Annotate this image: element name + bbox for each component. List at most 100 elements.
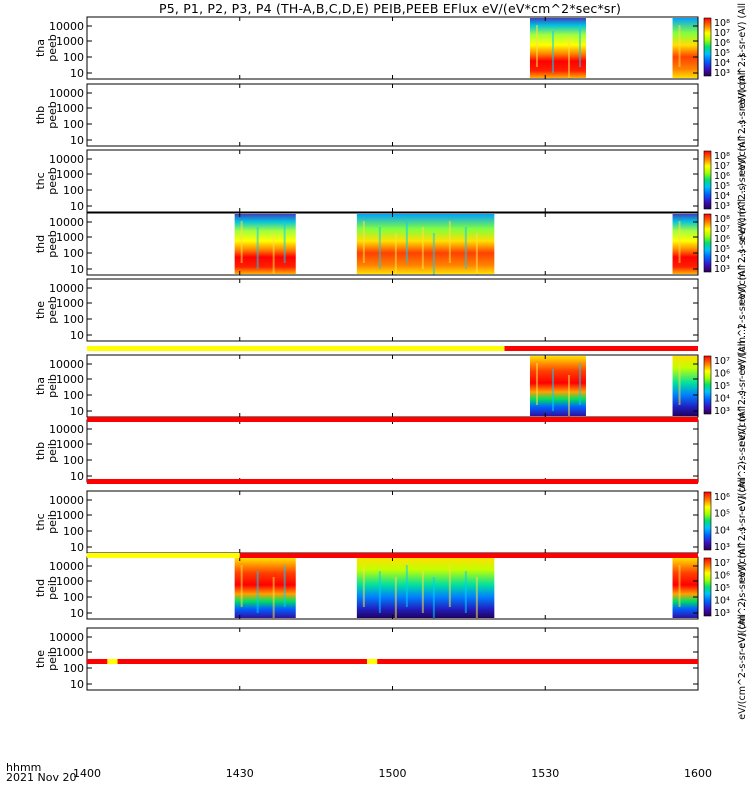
panel-frame [86,16,699,80]
colorbar-tick-label: 10⁴ [714,254,730,265]
y-tick-label: 10 [70,134,84,147]
x-tick-label: 1400 [73,767,101,780]
spectrogram-stripe [475,233,478,275]
y-tick-label: 100 [63,118,84,131]
y-tick-label: 10 [70,200,84,213]
y-tick-label: 10000 [49,631,84,644]
colorbar-tick-label: 10⁴ [714,394,730,405]
spectrogram-block [356,558,495,618]
colorbar [703,213,712,273]
spectrogram-block [672,558,698,618]
spectrogram-stripe [362,221,365,263]
y-axis-label-species: peeb [46,296,59,324]
y-tick-label: 100 [63,389,84,402]
spectrogram-stripe [283,221,286,263]
colorbar [703,355,712,415]
y-axis-label-species: peeb [46,101,59,129]
spectrogram-stripe [535,25,538,67]
y-tick-label: 10000 [49,560,84,573]
spectrogram-block [356,214,495,274]
y-tick-label: 1000 [56,297,84,310]
y-tick-label: 10000 [49,494,84,507]
y-tick-label: 1000 [56,438,84,451]
spectrogram-block [529,356,586,416]
panel-frame [86,278,699,342]
spectrogram-stripe [678,363,681,405]
plot-title: P5, P1, P2, P3, P4 (TH-A,B,C,D,E) PEIB,P… [158,1,622,16]
spectrogram-block [234,558,296,618]
y-axis-label: thepeib [34,647,59,671]
mode-bar-segment [87,417,698,422]
colorbar-tick-label: 10⁴ [714,191,730,202]
colorbar-tick-label: 10⁷ [714,356,730,367]
spectrogram-block [672,214,698,274]
colorbar-label: eV/(cm^2-s-sr-eV) (All ...) [737,390,748,512]
spectrogram-stripe [678,565,681,607]
colorbar-tick-label: 10⁶ [714,571,730,582]
y-tick-label: 100 [63,247,84,260]
spectrogram-block [234,214,296,274]
mode-bar-segment [117,659,368,664]
y-axis-label-species: peeb [46,230,59,258]
x-tick-label: 1600 [684,767,712,780]
panel-frame [86,354,699,418]
spectrogram-stripe [578,25,581,67]
spectrogram-stripe [283,565,286,607]
mode-bar-segment [87,479,698,484]
y-tick-label: 1000 [56,373,84,386]
y-axis-label-species: peib [46,510,59,534]
spectrogram-stripe [578,363,581,405]
spectrogram-stripe [678,25,681,67]
y-axis-label-probe: thb [34,106,47,124]
colorbar-label: eV/(cm^2-s-sr-eV) (All ...) [737,325,748,447]
colorbar-tick-label: 10⁶ [714,369,730,380]
x-tick-label: 1500 [379,767,407,780]
colorbar-label: eV/(cm^2-s-sr-eV) (All ...) [737,183,748,305]
spectrogram-stripe [394,577,397,619]
spectrogram-stripe [464,227,467,269]
y-axis-label-species: peeb [46,167,59,195]
panel-thb-peeb: 10000 1000 100 10 thbpeeb eV/(cm^2-s-sr-eV) (… [34,54,748,176]
spectrogram-stripe [567,375,570,417]
colorbar-label: eV/(cm^2-s-sr-eV) (All ...) [737,461,748,583]
mode-bar-segment [87,553,240,558]
colorbar-tick-label: 10⁴ [714,596,730,607]
spectrogram-stripe [567,37,570,79]
spectrogram-stripe [256,571,259,613]
y-axis-label: thcpeib [34,510,59,534]
y-tick-label: 1000 [56,102,84,115]
y-tick-label: 10 [70,678,84,691]
x-tick-label: 1430 [226,767,254,780]
colorbar-tick-label: 10⁸ [714,214,730,225]
spectrogram-stripe [432,577,435,619]
y-tick-label: 10000 [49,153,84,166]
spectrogram-stripe [432,233,435,275]
y-axis-label-species: peib [46,576,59,600]
mode-bar-segment [107,659,118,664]
colorbar [703,150,712,210]
spectrogram-block [672,18,698,78]
colorbar-tick-label: 10⁶ [714,234,730,245]
mode-bar-segment [87,346,505,351]
colorbar-label: eV/(cm^2-s-sr-eV) (All ...) [737,54,748,176]
spectrogram-stripe [448,565,451,607]
colorbar-label: eV/(cm^2-s-sr-eV) (All ...) [737,120,748,242]
spectrogram-stripe [240,565,243,607]
colorbar [703,557,712,617]
colorbar-tick-label: 10³ [714,264,730,275]
y-axis-label-probe: thd [34,235,47,253]
colorbar-label: eV/(cm^2-s-sr-eV) (All ...) [737,527,748,649]
colorbar-tick-label: 10⁷ [714,161,730,172]
y-tick-label: 10 [70,329,84,342]
spectrogram-stripe [256,227,259,269]
y-tick-label: 10 [70,67,84,80]
colorbar-tick-label: 10⁵ [714,509,730,520]
y-tick-label: 1000 [56,575,84,588]
y-axis-label-probe: tha [34,377,47,395]
colorbar-tick-label: 10⁸ [714,18,730,29]
y-tick-label: 1000 [56,509,84,522]
